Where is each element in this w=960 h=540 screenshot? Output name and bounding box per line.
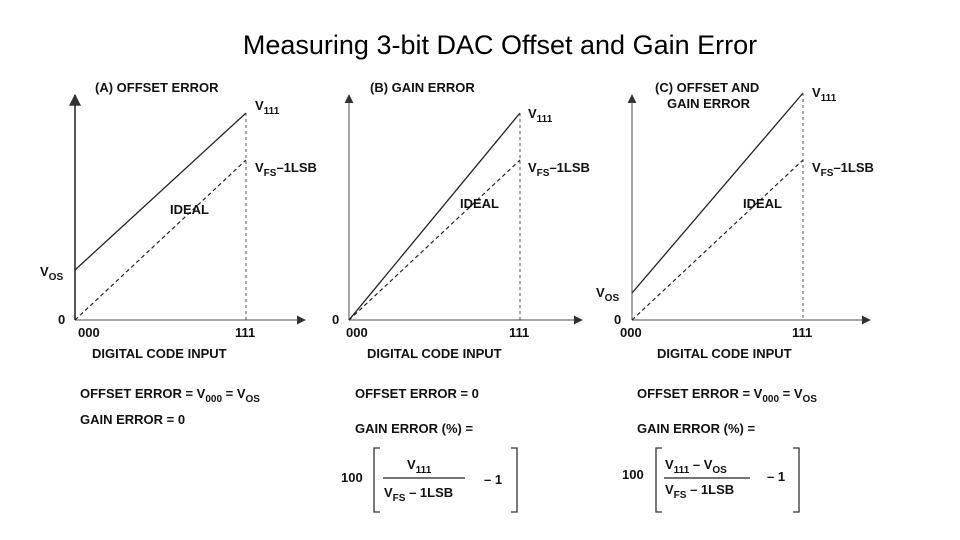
panel-gain-error: (B) GAIN ERROR V111 VFS–1LSB IDEAL 0 000… [332,80,590,513]
panel-b-vfs-label: VFS–1LSB [528,160,590,179]
panel-b-gain-formula: 100 V111 VFS – 1LSB – 1 [341,447,518,513]
panel-c-gain-equation: GAIN ERROR (%) = [637,421,756,436]
panel-a-actual-line [74,112,247,271]
panel-a-x-start: 000 [78,325,100,340]
panel-c-formula-factor: 100 [622,467,644,482]
panel-b-gain-equation: GAIN ERROR (%) = [355,421,474,436]
panel-c-right-bracket [793,447,800,513]
panel-c-title-line2: GAIN ERROR [667,96,751,111]
panel-c-title-line1: (C) OFFSET AND [655,80,759,95]
panel-c-vfs-label: VFS–1LSB [812,160,874,179]
panel-c-formula-tail: – 1 [767,469,785,484]
panel-b-formula-numerator: V111 [407,457,432,476]
panel-c-vos-label: VOS [596,285,619,304]
panel-c-left-bracket [655,447,662,513]
panel-b-actual-line [348,112,521,321]
panel-a-ideal-line [74,159,247,321]
panel-a-title: (A) OFFSET ERROR [95,80,219,95]
panel-c-v111-label: V111 [812,85,837,104]
slide-title: Measuring 3-bit DAC Offset and Gain Erro… [242,30,758,60]
panel-c-x-end: 111 [792,325,812,340]
panel-b-left-bracket [373,447,380,513]
panel-b-x-end: 111 [509,325,529,340]
panel-a-x-end: 111 [235,325,255,340]
panel-b-formula-denominator: VFS – 1LSB [384,485,453,504]
panel-c-ideal-label: IDEAL [743,196,782,211]
panel-offset-error: (A) OFFSET ERROR V111 VFS–1LSB IDEAL VOS… [40,80,317,427]
panel-a-gain-equation: GAIN ERROR = 0 [80,412,185,427]
panel-c-offset-equation: OFFSET ERROR = V000 = VOS [637,386,817,405]
panel-b-ideal-line [348,159,521,321]
panel-a-ideal-label: IDEAL [170,202,209,217]
panel-b-offset-equation: OFFSET ERROR = 0 [355,386,479,401]
panel-c-x-start: 000 [620,325,642,340]
panel-b-v111-label: V111 [528,106,553,125]
panel-b-right-bracket [511,447,518,513]
panel-b-ideal-label: IDEAL [460,196,499,211]
panel-c-gain-formula: 100 V111 – VOS VFS – 1LSB – 1 [622,447,800,513]
panel-c-zero-label: 0 [614,312,621,327]
panel-b-zero-label: 0 [332,312,339,327]
panel-a-offset-equation: OFFSET ERROR = V000 = VOS [80,386,260,405]
panel-b-x-axis-label: DIGITAL CODE INPUT [367,346,502,361]
panel-b-x-start: 000 [346,325,368,340]
panel-a-zero-label: 0 [58,312,65,327]
panel-c-x-axis-label: DIGITAL CODE INPUT [657,346,792,361]
panel-a-vfs-label: VFS–1LSB [255,160,317,179]
panel-a-v111-label: V111 [255,98,280,117]
panel-b-formula-tail: – 1 [484,472,502,487]
panel-c-formula-denominator: VFS – 1LSB [665,482,734,501]
panel-a-vos-label: VOS [40,264,63,283]
panel-a-x-axis-label: DIGITAL CODE INPUT [92,346,227,361]
panel-offset-and-gain-error: (C) OFFSET AND GAIN ERROR V111 VFS–1LSB … [596,80,874,513]
panel-c-actual-line [631,92,804,294]
panel-c-formula-numerator: V111 – VOS [665,457,727,476]
panel-c-ideal-line [631,159,804,321]
panel-b-formula-factor: 100 [341,470,363,485]
panel-b-title: (B) GAIN ERROR [370,80,475,95]
